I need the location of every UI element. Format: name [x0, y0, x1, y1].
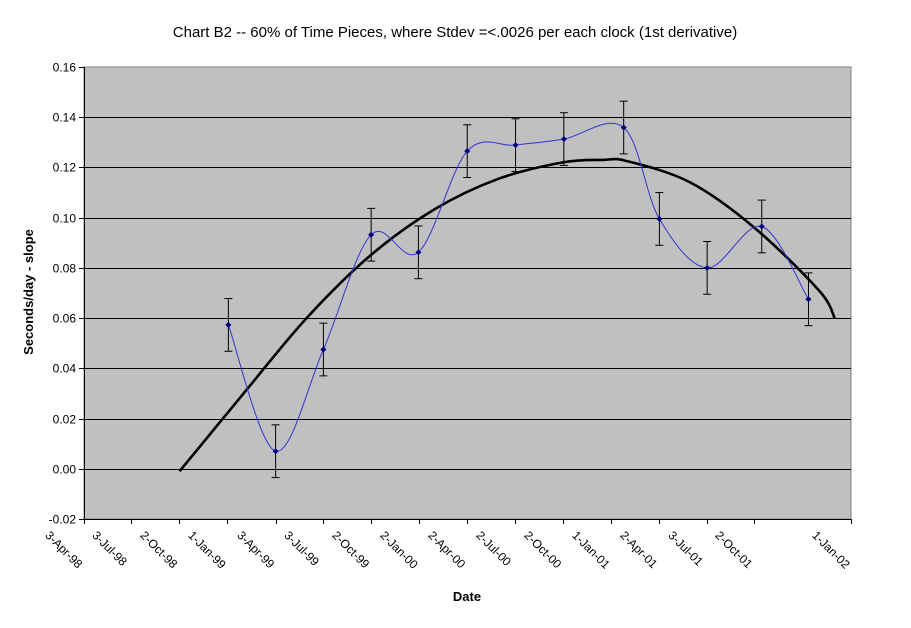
x-tick-label: 2-Apr-00	[425, 528, 468, 571]
x-tick-label: 3-Apr-98	[42, 528, 85, 571]
data-point	[656, 215, 663, 222]
y-tick-label: 0.14	[53, 111, 77, 125]
y-tick-label: 0.10	[53, 212, 77, 226]
data-point	[320, 346, 327, 353]
y-tick-label: 0.04	[53, 362, 77, 376]
data-point	[704, 264, 711, 271]
x-tick-label: 2-Apr-01	[617, 528, 660, 571]
x-tick-label: 2-Oct-01	[712, 528, 755, 571]
x-tick-label: 1-Jan-02	[809, 528, 853, 572]
data-point	[560, 136, 567, 143]
data-point	[415, 249, 422, 256]
x-tick-label: 2-Oct-00	[521, 528, 564, 571]
x-tick-label: 3-Jul-99	[281, 528, 322, 569]
x-tick-label: 2-Jan-00	[377, 528, 421, 572]
data-point	[805, 296, 812, 303]
y-axis-label: Seconds/day - slope	[21, 229, 36, 355]
plot-area: -0.02 0.00 0.02 0.04 0.06 0.08 0.10 0.12 0.14 0.1…	[42, 61, 853, 572]
x-tick-label: 2-Jul-00	[473, 528, 514, 569]
x-tick-label: 3-Apr-99	[234, 528, 277, 571]
x-tick-label: 2-Oct-99	[329, 528, 372, 571]
data-point	[225, 321, 232, 328]
x-tick-label: 3-Jul-98	[89, 528, 130, 569]
y-tick-label: -0.02	[49, 513, 77, 527]
x-axis-label: Date	[453, 589, 481, 604]
data-point	[272, 448, 279, 455]
y-tick-label: 0.16	[53, 61, 77, 75]
x-tick-label: 1-Jan-01	[569, 528, 613, 572]
x-tick-label: 2-Oct-98	[137, 528, 180, 571]
data-point	[368, 231, 375, 238]
data-point	[512, 142, 519, 149]
y-tick-label: 0.02	[53, 413, 77, 427]
data-point	[758, 223, 765, 230]
y-tick-label: 0.06	[53, 312, 77, 326]
data-point	[464, 148, 471, 155]
chart-title: Chart B2 -- 60% of Time Pieces, where St…	[173, 24, 737, 41]
y-tick-label: 0.00	[53, 463, 77, 477]
x-tick-label: 1-Jan-99	[185, 528, 229, 572]
data-point	[620, 124, 627, 131]
y-tick-label: 0.08	[53, 262, 77, 276]
y-tick-label: 0.12	[53, 161, 77, 175]
x-tick-label: 3-Jul-01	[665, 528, 706, 569]
